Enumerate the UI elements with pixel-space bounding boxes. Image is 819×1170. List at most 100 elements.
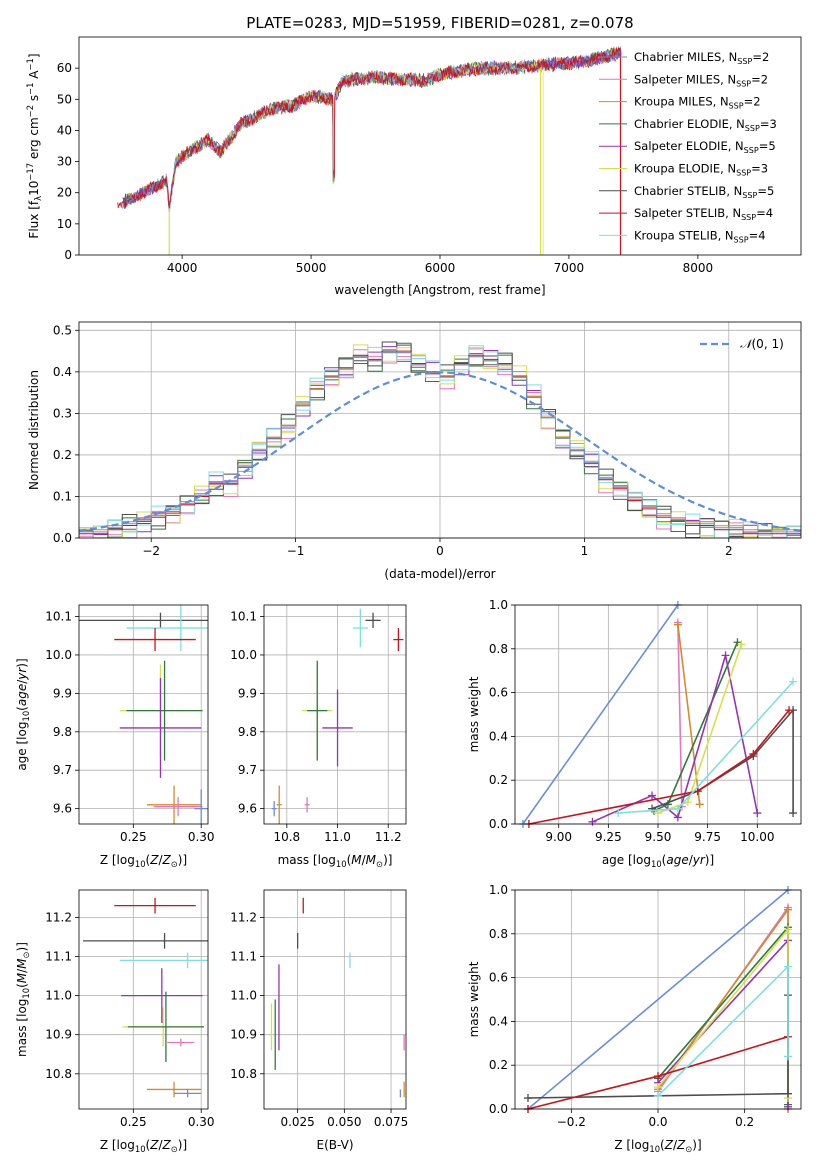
weight-vs-age-ytick-label: 1.0 [489,598,508,612]
mass-vs-z-ytick-label: 11.2 [45,910,72,924]
legend-entry: Chabrier STELIB, NSSP=5 [634,184,774,200]
chart-title: PLATE=0283, MJD=51959, FIBERID=0281, z=0… [246,14,633,32]
age-vs-mass-ytick-label: 9.9 [238,686,257,700]
weight-marker [737,640,746,649]
mass-vs-z-xtick-label: 0.30 [188,1115,215,1129]
weight-line [528,709,790,825]
weight-line [657,964,789,1097]
mass-vs-ebv-xlabel: E(B-V) [316,1138,353,1152]
weight-line [677,624,701,805]
weight-marker [749,749,758,758]
spectrum-xtick-label: 5000 [296,261,327,275]
residuals-ytick-label: 0.4 [53,365,72,379]
spectrum-ytick-label: 60 [57,61,72,75]
weight-vs-z-ytick-label: 0.2 [489,1058,508,1072]
age-vs-mass-ytick-label: 9.7 [238,763,257,777]
spectrum-ytick-label: 50 [57,92,72,106]
weight-line [651,707,794,813]
age-vs-z-ytick-label: 9.6 [53,802,72,816]
weight-vs-z-xlabel: Z [log10(Z/Z⊙)] [614,1138,701,1154]
age-vs-z-ytick-label: 10.0 [45,648,72,662]
weight-vs-z-ytick-label: 0.0 [489,1102,508,1116]
age-vs-mass-xlabel: mass [log10(M/M⊙)] [278,853,393,869]
age-vs-z-ytick-label: 9.9 [53,686,72,700]
weight-marker [673,804,682,813]
age-vs-mass-frame [263,604,407,825]
weight-vs-age-xlabel: age [log10(age/yr)] [602,853,714,869]
mass-vs-ebv-ytick-label: 10.8 [230,1067,257,1081]
weight-vs-age-ytick-label: 0.2 [489,773,508,787]
weight-vs-age-xtick-label: 9.00 [545,830,572,844]
mass-vs-ebv-xtick-label: 0.025 [280,1115,314,1129]
weight-line [657,927,789,1098]
mass-vs-z-ytick-label: 10.8 [45,1067,72,1081]
age-vs-mass-axes: 10.8 11.0 11.2 9.6 9.7 9.8 9.9 10.0 10.1 mass [lo… [230,604,407,869]
weight-vs-age-frame [514,604,802,825]
weight-vs-age-ylabel: mass weight [467,676,481,752]
weight-vs-z-frame [514,889,802,1110]
weight-marker [673,620,682,629]
mass-vs-z-axes: 0.25 0.30 10.8 10.9 11.0 11.1 11.2 Z [log10(Z/Z… [15,889,215,1154]
age-vs-mass-xtick-label: 10.8 [273,830,300,844]
mass-vs-ebv-ytick-label: 10.9 [230,1028,257,1042]
mass-vs-ebv-plot [270,897,405,1098]
mass-vs-z-ytick-label: 11.0 [45,989,72,1003]
residuals-xtick-label: 0 [436,544,444,558]
weight-vs-age-ytick-label: 0.6 [489,686,508,700]
spectrum-frame [78,36,802,256]
spectrum-line [168,60,544,255]
residuals-axes: −2 −1 0 1 2 0.0 0.1 0.2 0.3 0.4 0.5 (data-model)/er… [27,321,802,581]
spectrum-axes: 4000 5000 6000 7000 8000 0 10 20 30 40 50 60 PLATE=0… [25,14,802,297]
weight-vs-z-plot [524,886,792,1113]
residuals-ytick-label: 0.3 [53,406,72,420]
weight-vs-age-xtick-label: 9.50 [645,830,672,844]
legend-entry: Salpeter ELODIE, NSSP=5 [634,139,776,155]
residuals-ytick-label: 0.5 [53,323,72,337]
weight-marker [784,1052,792,1061]
weight-marker [721,651,730,660]
legend-entry: Salpeter MILES, NSSP=2 [634,72,768,88]
weight-vs-age-xtick-label: 9.75 [694,830,721,844]
weight-line [592,655,759,823]
weight-vs-z-xtick-label: −0.2 [557,1115,586,1129]
age-vs-z-xtick-label: 0.30 [188,830,215,844]
age-vs-z-ytick-label: 10.1 [45,610,72,624]
weight-vs-age-xtick-label: 9.25 [595,830,622,844]
weight-marker [753,809,762,818]
weight-marker [789,677,798,686]
mass-vs-ebv-ytick-label: 11.1 [230,949,257,963]
weight-marker [784,962,792,971]
weight-vs-z-ytick-label: 0.4 [489,1014,508,1028]
legend-entry: Salpeter STELIB, NSSP=4 [634,206,773,222]
weight-marker [654,1083,662,1092]
mass-vs-z-plot [83,897,208,1098]
spectrum-ytick-label: 20 [57,186,72,200]
weight-marker [648,791,657,800]
residuals-ytick-label: 0.0 [53,531,72,545]
age-vs-mass-xtick-label: 11.0 [324,830,351,844]
residuals-ytick-label: 0.1 [53,489,72,503]
residuals-ytick-label: 0.2 [53,448,72,462]
weight-vs-age-xtick-label: 10.00 [740,830,774,844]
weight-line [522,604,679,825]
weight-vs-age-ytick-label: 0.4 [489,729,508,743]
weight-vs-age-ytick-label: 0.8 [489,642,508,656]
weight-marker [588,817,597,826]
age-vs-mass-plot [271,608,404,824]
mass-vs-z-frame [78,889,209,1110]
residuals-xtick-label: −2 [142,544,160,558]
weight-marker [789,809,798,818]
legend-entry: 𝒩(0, 1) [740,337,784,351]
mass-vs-z-ytick-label: 11.1 [45,949,72,963]
weight-vs-z-ytick-label: 1.0 [489,883,508,897]
weight-marker [524,1094,532,1103]
weight-marker [654,1091,662,1100]
weight-marker [784,905,792,914]
weight-vs-age-ytick-label: 0.0 [489,817,508,831]
age-vs-mass-ytick-label: 10.1 [230,610,257,624]
mass-vs-ebv-xtick-label: 0.075 [374,1115,408,1129]
weight-marker [785,706,794,715]
spectrum-line [117,48,621,255]
weight-marker [654,1072,662,1081]
